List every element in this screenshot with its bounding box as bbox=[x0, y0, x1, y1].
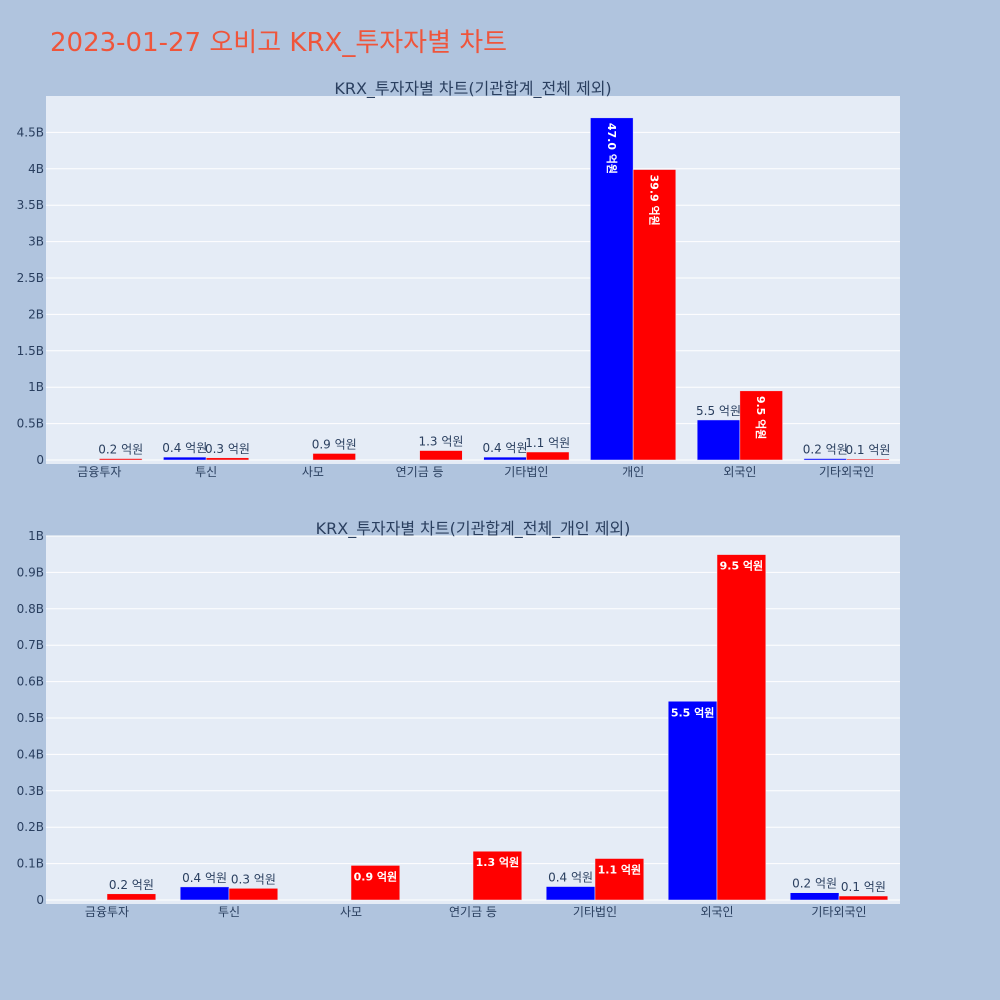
chart-2-data-label: 0.2 억원 bbox=[792, 877, 837, 891]
chart-1-bar bbox=[739, 390, 783, 461]
chart-2-ytick-label: 1B bbox=[28, 529, 44, 543]
chart-1-ytick-label: 2.5B bbox=[17, 271, 44, 285]
chart-2-bar bbox=[716, 554, 767, 901]
chart-2-xtick-label: 금융투자 bbox=[85, 905, 129, 919]
chart-1-xtick-label: 금융투자 bbox=[77, 465, 121, 479]
chart-1-bar bbox=[99, 458, 143, 461]
chart-1-bar bbox=[803, 458, 847, 461]
chart-1-xtick-label: 외국인 bbox=[723, 465, 756, 479]
chart-2-xtick-label: 외국인 bbox=[700, 905, 733, 919]
chart-2-bar bbox=[838, 895, 889, 901]
chart-2-data-label: 0.3 억원 bbox=[231, 872, 276, 886]
chart-2-data-label: 0.4 억원 bbox=[548, 871, 593, 885]
chart-2-ytick-label: 0.4B bbox=[17, 747, 44, 761]
chart-1-ytick-label: 4B bbox=[28, 162, 44, 176]
chart-1-data-label: 1.1 억원 bbox=[525, 436, 570, 450]
chart-1-bar bbox=[696, 419, 741, 461]
chart-2-bar bbox=[228, 888, 279, 901]
chart-2-ytick-label: 0.6B bbox=[17, 675, 44, 689]
chart-1-data-label: 0.1 억원 bbox=[845, 443, 890, 457]
chart-2-ytick-label: 0.2B bbox=[17, 820, 44, 834]
chart-1-xtick-label: 연기금 등 bbox=[396, 465, 444, 479]
chart-2-data-label: 0.2 억원 bbox=[109, 878, 154, 892]
chart-1-bar bbox=[846, 458, 890, 461]
chart-2-xtick-label: 사모 bbox=[340, 905, 362, 919]
chart-2-data-label: 9.5 억원 bbox=[720, 559, 764, 573]
chart-1-data-label: 0.4 억원 bbox=[162, 441, 207, 455]
chart-2-bar bbox=[545, 886, 596, 901]
chart-1-bar bbox=[205, 457, 250, 461]
chart-2-data-label: 0.4 억원 bbox=[182, 871, 227, 885]
chart-2-bar bbox=[667, 701, 718, 901]
chart-2-data-label: 1.3 억원 bbox=[476, 855, 520, 869]
chart-2-bar bbox=[106, 893, 157, 901]
chart-1-xtick-label: 기타외국인 bbox=[819, 465, 874, 479]
chart-2-xtick-label: 기타법인 bbox=[573, 905, 617, 919]
chart-1-data-label: 47.0 억원 bbox=[605, 123, 619, 174]
chart-2-xtick-label: 연기금 등 bbox=[449, 905, 497, 919]
chart-2-xtick-label: 투신 bbox=[218, 905, 240, 919]
chart-2-bar bbox=[179, 886, 230, 901]
chart-1-ytick-label: 4.5B bbox=[17, 125, 44, 139]
chart-1-data-label: 5.5 억원 bbox=[696, 404, 741, 418]
chart-2-ytick-label: 0.1B bbox=[17, 857, 44, 871]
chart-1-xtick-label: 개인 bbox=[622, 465, 644, 479]
chart-2-ytick-label: 0.9B bbox=[17, 565, 44, 579]
chart-2-bar bbox=[350, 865, 401, 901]
chart-1-ytick-label: 1B bbox=[28, 380, 44, 394]
chart-1-xtick-label: 기타법인 bbox=[504, 465, 548, 479]
chart-1-title: KRX_투자자별 차트(기관합계_전체 제외) bbox=[334, 79, 611, 99]
chart-1-ytick-label: 0.5B bbox=[17, 417, 44, 431]
chart-1-bar bbox=[419, 450, 463, 461]
chart-1-data-label: 0.2 억원 bbox=[803, 443, 848, 457]
page-title: 2023-01-27 오비고 KRX_투자자별 차트 bbox=[50, 28, 508, 58]
chart-2-data-label: 0.1 억원 bbox=[841, 880, 886, 894]
chart-2-data-label: 5.5 억원 bbox=[671, 705, 715, 719]
chart-1-data-label: 39.9 억원 bbox=[647, 175, 661, 226]
chart-2-ytick-label: 0.7B bbox=[17, 638, 44, 652]
chart-2-data-label: 1.1 억원 bbox=[598, 863, 642, 877]
chart-1-xtick-label: 사모 bbox=[302, 465, 324, 479]
chart-1-data-label: 9.5 억원 bbox=[754, 396, 768, 440]
chart-1-ytick-label: 3B bbox=[28, 235, 44, 249]
chart-1-bar bbox=[312, 453, 356, 461]
chart-2-ytick-label: 0.8B bbox=[17, 602, 44, 616]
chart-1-data-label: 0.9 억원 bbox=[312, 437, 357, 451]
chart-2-xtick-label: 기타외국인 bbox=[811, 905, 866, 919]
chart-2-ytick-label: 0.5B bbox=[17, 711, 44, 725]
chart-1-ytick-label: 0 bbox=[36, 453, 44, 467]
chart-2-ytick-label: 0.3B bbox=[17, 784, 44, 798]
chart-1-bar bbox=[590, 117, 634, 461]
chart-1-data-label: 1.3 억원 bbox=[418, 435, 463, 449]
chart-1-xtick-label: 투신 bbox=[195, 465, 217, 479]
chart-1-ytick-label: 2B bbox=[28, 307, 44, 321]
chart-2-ytick-label: 0 bbox=[36, 893, 44, 907]
chart-1-bar bbox=[483, 456, 527, 461]
chart-2-bar bbox=[789, 892, 840, 901]
chart-2-data-label: 0.9 억원 bbox=[354, 869, 398, 883]
chart-1-ytick-label: 3.5B bbox=[17, 198, 44, 212]
chart-1-bar bbox=[632, 169, 677, 461]
chart-1-ytick-label: 1.5B bbox=[17, 344, 44, 358]
chart-1-bar bbox=[163, 456, 207, 461]
chart-2-bar bbox=[594, 858, 645, 901]
chart-1-data-label: 0.3 억원 bbox=[205, 442, 250, 456]
chart-2-bar bbox=[472, 850, 523, 901]
chart-1-bar bbox=[526, 451, 570, 461]
chart-1-data-label: 0.2 억원 bbox=[98, 443, 143, 457]
chart-2-plot-area bbox=[46, 536, 900, 904]
chart-1-data-label: 0.4 억원 bbox=[483, 441, 528, 455]
chart-2-title: KRX_투자자별 차트(기관합계_전체_개인 제외) bbox=[316, 519, 631, 539]
